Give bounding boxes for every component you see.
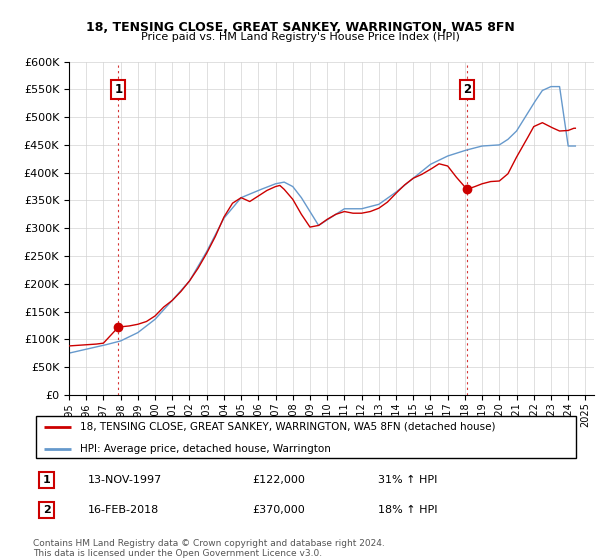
Text: 16-FEB-2018: 16-FEB-2018 xyxy=(88,505,159,515)
Text: £122,000: £122,000 xyxy=(252,475,305,485)
Text: 18, TENSING CLOSE, GREAT SANKEY, WARRINGTON, WA5 8FN: 18, TENSING CLOSE, GREAT SANKEY, WARRING… xyxy=(86,21,514,34)
Text: Price paid vs. HM Land Registry's House Price Index (HPI): Price paid vs. HM Land Registry's House … xyxy=(140,32,460,42)
Text: 2: 2 xyxy=(463,83,471,96)
Text: 31% ↑ HPI: 31% ↑ HPI xyxy=(378,475,437,485)
Text: 18, TENSING CLOSE, GREAT SANKEY, WARRINGTON, WA5 8FN (detached house): 18, TENSING CLOSE, GREAT SANKEY, WARRING… xyxy=(80,422,495,432)
Text: 1: 1 xyxy=(43,475,50,485)
Text: £370,000: £370,000 xyxy=(252,505,305,515)
Text: 2: 2 xyxy=(43,505,50,515)
Text: Contains HM Land Registry data © Crown copyright and database right 2024.
This d: Contains HM Land Registry data © Crown c… xyxy=(33,539,385,558)
Text: 1: 1 xyxy=(115,83,122,96)
FancyBboxPatch shape xyxy=(36,416,577,459)
Text: 18% ↑ HPI: 18% ↑ HPI xyxy=(378,505,437,515)
Text: 13-NOV-1997: 13-NOV-1997 xyxy=(88,475,162,485)
Text: HPI: Average price, detached house, Warrington: HPI: Average price, detached house, Warr… xyxy=(80,444,331,454)
